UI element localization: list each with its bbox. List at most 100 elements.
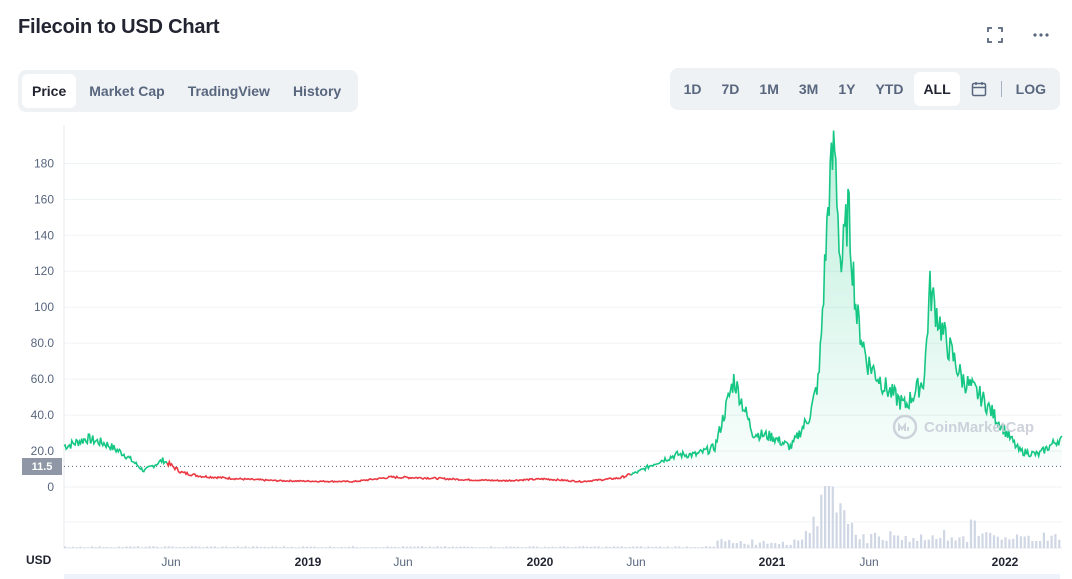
more-icon[interactable] [1030, 24, 1052, 46]
volume-bar [505, 546, 508, 548]
volume-bar [620, 546, 623, 548]
x-axis: Jun 2019 Jun 2020 Jun 2021 Jun 2022 [161, 555, 1018, 569]
volume-bar [839, 503, 842, 548]
volume-bar [985, 532, 988, 548]
volume-bar [659, 546, 662, 548]
volume-bar [939, 537, 942, 548]
volume-bar [801, 539, 804, 548]
volume-bar [520, 547, 523, 548]
range-7d[interactable]: 7D [721, 81, 740, 97]
tab-market-cap[interactable]: Market Cap [89, 83, 165, 99]
range-1d[interactable]: 1D [683, 81, 702, 97]
volume-bar [232, 546, 236, 548]
range-1y[interactable]: 1Y [838, 81, 856, 97]
volume-bar [647, 546, 650, 548]
volume-bar [770, 542, 773, 548]
volume-bar [540, 547, 543, 548]
volume-bar [390, 546, 393, 548]
volume-bar [804, 531, 807, 548]
volume-bar [244, 546, 247, 548]
volume-bar [113, 547, 117, 548]
tab-tradingview[interactable]: TradingView [187, 83, 270, 99]
volume-bar [493, 547, 497, 548]
volume-bar [797, 540, 800, 548]
volume-bar [83, 547, 86, 548]
volume-bar [160, 547, 163, 548]
volume-bar [682, 547, 685, 548]
volume-bar [482, 547, 485, 548]
volume-bar [628, 546, 631, 548]
volume-bar [900, 540, 903, 548]
volume-bar [881, 539, 884, 548]
y-tick-label: 120 [34, 264, 54, 278]
volume-bar [271, 546, 274, 548]
volume-bar [328, 546, 332, 548]
volume-bar [754, 544, 758, 548]
volume-bar [536, 546, 539, 548]
time-range-selector: 1D 7D 1M 3M 1Y YTD ALL LOG [669, 68, 1060, 110]
volume-bar [908, 541, 911, 548]
y-axis: 0 20.0 40.0 60.0 80.0 100 120 140 160 180 [31, 156, 55, 494]
volume-bar [275, 546, 278, 548]
volume-bar [835, 512, 838, 548]
volume-bar [728, 539, 731, 548]
volume-bar [140, 547, 143, 548]
range-3m[interactable]: 3M [798, 81, 819, 97]
volume-bar [221, 546, 224, 548]
volume-bar [877, 536, 880, 548]
volume-bar [870, 534, 873, 548]
volume-bar [981, 533, 984, 548]
range-all[interactable]: ALL [914, 72, 960, 106]
volume-bar [789, 544, 792, 548]
volume-bar [267, 547, 270, 548]
price-line-down [166, 459, 632, 484]
volume-bar [397, 547, 401, 548]
range-ytd[interactable]: YTD [875, 81, 904, 97]
volume-bar [1023, 536, 1026, 548]
volume-bar [282, 546, 285, 548]
volume-bar [812, 516, 815, 548]
volume-bar [651, 547, 654, 548]
volume-bar [992, 535, 996, 548]
volume-bar [64, 546, 67, 548]
calendar-icon[interactable] [962, 72, 996, 106]
volume-bars [64, 486, 1061, 548]
volume-bar [382, 547, 385, 548]
volume-bar [371, 547, 374, 548]
volume-bar [843, 510, 846, 548]
volume-bar [413, 546, 416, 548]
volume-bar [136, 546, 140, 548]
volume-bar [75, 547, 78, 548]
volume-bar [1054, 534, 1057, 548]
volume-bar [417, 546, 420, 548]
x-tick-label: Jun [393, 555, 412, 569]
volume-bar [144, 546, 147, 548]
current-price-tag: 11.5 [22, 458, 62, 475]
volume-bar [309, 546, 312, 548]
volume-bar [831, 486, 834, 548]
tab-price[interactable]: Price [22, 74, 77, 108]
log-scale-toggle[interactable]: LOG [1015, 81, 1046, 97]
volume-bar [962, 536, 965, 548]
volume-bar [206, 546, 209, 548]
chart-navigator[interactable] [64, 574, 1060, 579]
volume-bar [578, 546, 581, 548]
volume-bar [950, 537, 953, 548]
volume-bar [528, 546, 531, 548]
volume-bar [670, 547, 673, 548]
x-tick-label: Jun [626, 555, 645, 569]
volume-bar [167, 546, 170, 548]
volume-bar [186, 547, 189, 548]
fullscreen-icon[interactable] [984, 24, 1006, 46]
tab-history[interactable]: History [292, 83, 342, 99]
volume-bar [739, 541, 742, 548]
volume-bar [94, 547, 97, 548]
volume-bar [916, 540, 919, 548]
volume-bar [409, 546, 412, 548]
volume-bar [601, 547, 604, 548]
range-1m[interactable]: 1M [759, 81, 779, 97]
volume-bar [639, 546, 642, 548]
volume-bar [405, 546, 408, 548]
volume-bar [666, 546, 669, 548]
